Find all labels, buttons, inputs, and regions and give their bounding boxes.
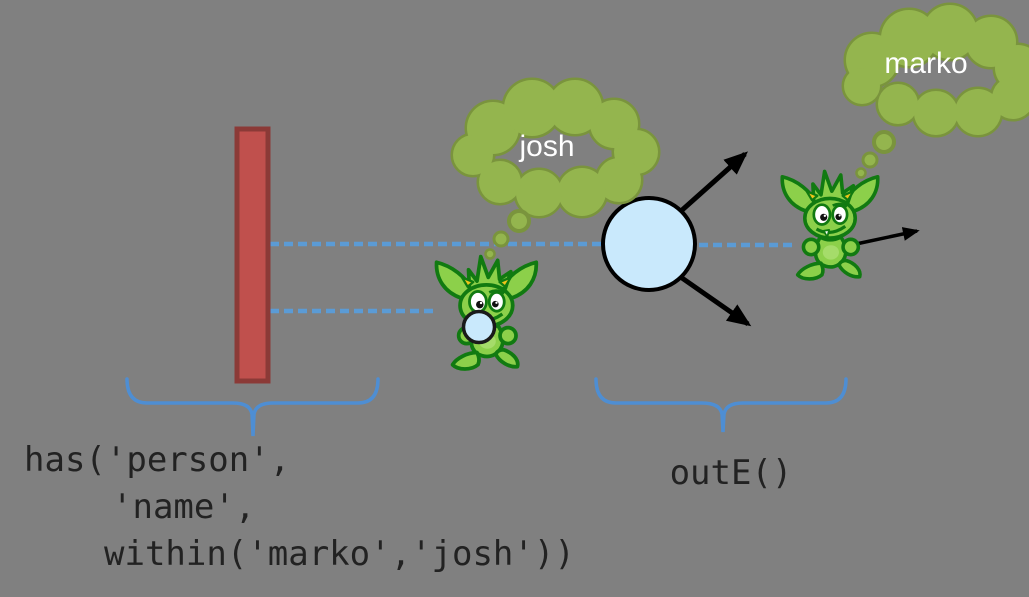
underbrace-has	[125, 377, 380, 437]
underbrace-oute	[594, 377, 848, 433]
out-edge-arrow-lower	[680, 275, 752, 327]
out-edge-arrows	[679, 151, 920, 327]
code-has-line1: has('person',	[24, 440, 291, 480]
vertex-circle	[601, 196, 697, 292]
code-has-line2: 'name',	[112, 487, 256, 527]
gremlin-traverser-marko-icon	[780, 169, 880, 281]
traverser-dotted-paths	[270, 241, 792, 314]
filter-barrier-bar	[234, 126, 271, 384]
cloud-label-josh: josh	[519, 130, 575, 163]
thought-cloud-josh-icon	[453, 80, 658, 260]
traverser-ball-icon	[461, 309, 497, 345]
cloud-label-marko: marko	[884, 47, 968, 80]
code-oute: outE()	[669, 453, 793, 493]
annotation-braces	[125, 377, 848, 437]
out-edge-arrow-upper	[679, 151, 748, 213]
out-edge-arrow-marko	[855, 227, 920, 246]
code-has-line3: within('marko','josh'))	[104, 534, 575, 574]
thought-cloud-marko-icon	[844, 5, 1029, 179]
